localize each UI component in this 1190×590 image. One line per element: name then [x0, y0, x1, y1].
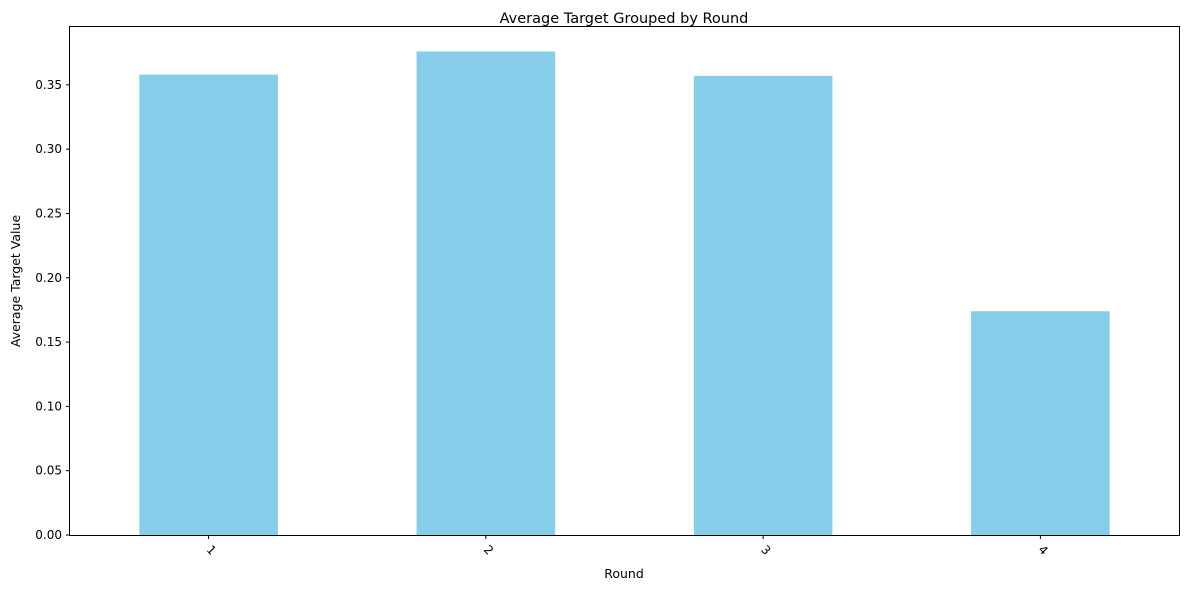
x-axis-label: Round [604, 566, 644, 581]
y-tick-label: 0.05 [35, 464, 62, 478]
chart-title: Average Target Grouped by Round [500, 11, 749, 27]
y-tick-label: 0.00 [35, 528, 62, 542]
plot-frame [69, 26, 1180, 536]
bar-round-4 [971, 311, 1110, 535]
y-tick-label: 0.10 [35, 399, 62, 413]
y-tick-label: 0.15 [35, 335, 62, 349]
y-tick-label: 0.30 [35, 142, 62, 156]
y-tick-label: 0.20 [35, 271, 62, 285]
bar-round-1 [139, 74, 278, 535]
bar-round-2 [416, 51, 556, 535]
y-tick-label: 0.25 [35, 206, 62, 220]
bar-round-3 [693, 75, 833, 536]
bars-group [139, 51, 1110, 536]
y-tick-label: 0.35 [35, 78, 62, 92]
y-axis-ticks: 0.00 0.05 0.10 0.15 0.20 0.25 0.30 0.35 [35, 78, 70, 542]
y-axis-label: Average Target Value [8, 215, 23, 348]
